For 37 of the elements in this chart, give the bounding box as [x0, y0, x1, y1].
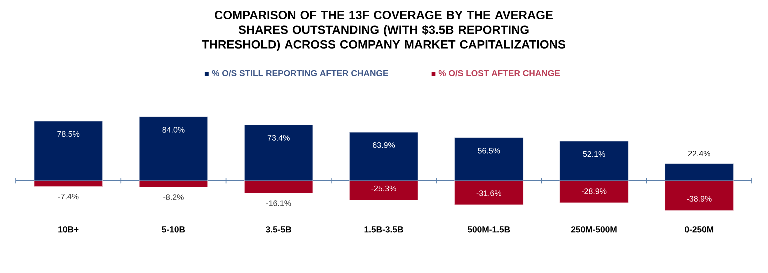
- bar: [350, 132, 418, 182]
- x-tick-label: 0-250M: [685, 226, 714, 233]
- bar: [34, 121, 104, 182]
- data-label: -38.9%: [687, 196, 712, 202]
- data-label: -28.9%: [582, 188, 607, 194]
- legend-label: % O/S LOST AFTER CHANGE: [438, 70, 560, 77]
- legend-label: % O/S STILL REPORTING AFTER CHANGE: [212, 70, 388, 77]
- data-label: 78.5%: [58, 131, 80, 138]
- data-label: -25.3%: [372, 186, 396, 192]
- bar: [244, 124, 314, 182]
- x-tick-label: 500M-1.5B: [468, 226, 510, 233]
- data-label: -31.6%: [476, 190, 502, 196]
- bar: [454, 138, 524, 182]
- bar: [560, 180, 629, 204]
- chart-title: COMPARISON OF THE 13F COVERAGE BY THE AVERAGE SHARES OUTSTANDING (WITH $3.5B REPORTING THRESHOLD) ACROSS COMPANY MARKET CAPITALIZATIONS: [202, 11, 566, 52]
- data-label: 73.4%: [268, 135, 290, 141]
- bar: [244, 180, 314, 194]
- data-label: 52.1%: [583, 151, 606, 158]
- data-label: 56.5%: [478, 148, 500, 154]
- x-tick-label: 3.5-5B: [266, 226, 292, 233]
- data-label: 84.0%: [162, 127, 185, 133]
- x-tick-label: 1.5B-3.5B: [364, 226, 404, 233]
- data-label: -16.1%: [266, 200, 292, 206]
- data-label: -7.4%: [58, 194, 79, 200]
- bar: [34, 180, 104, 187]
- bar: [664, 164, 734, 182]
- data-label: 63.9%: [373, 142, 396, 148]
- x-tick-label: 10B+: [58, 226, 79, 233]
- x-tick-label: 250M-500M: [571, 226, 617, 233]
- bar: [139, 116, 208, 182]
- bar: [560, 141, 629, 182]
- data-label: 22.4%: [688, 150, 710, 157]
- data-label: -8.2%: [164, 194, 184, 200]
- x-tick-label: 5-10B: [162, 226, 186, 233]
- bar: [454, 180, 524, 206]
- bar: [350, 180, 418, 200]
- bar: [664, 180, 734, 211]
